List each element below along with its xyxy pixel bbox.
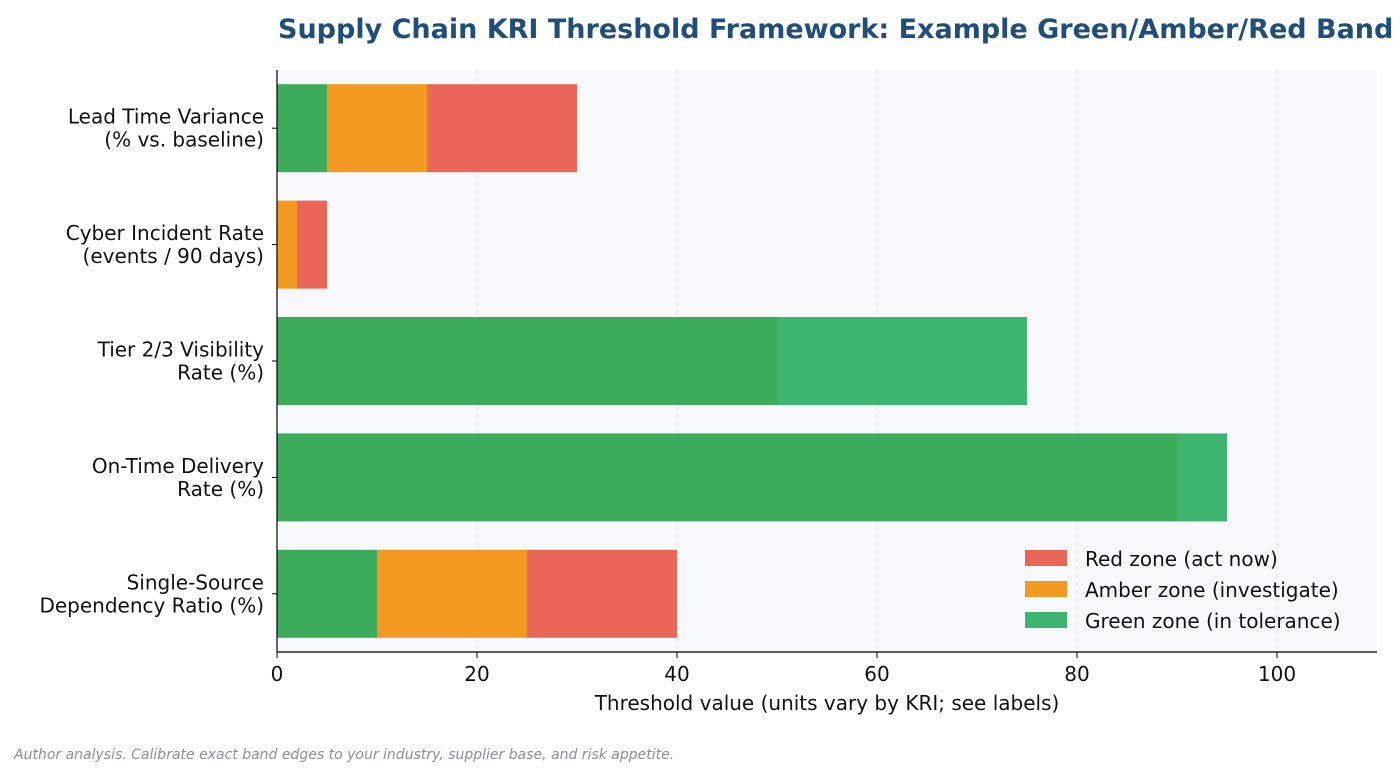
chart-title: Supply Chain KRI Threshold Framework: Ex… — [278, 14, 1394, 45]
y-tick-label: Cyber Incident Rate — [66, 221, 264, 245]
x-tick-label: 20 — [464, 662, 489, 686]
y-tick-label: Lead Time Variance — [68, 105, 264, 129]
legend-label: Green zone (in tolerance) — [1085, 609, 1341, 633]
x-tick-label: 80 — [1064, 662, 1089, 686]
x-tick-label: 60 — [864, 662, 889, 686]
x-tick-label: 40 — [664, 662, 689, 686]
bar-segment — [277, 549, 377, 638]
bar-segment — [527, 549, 677, 638]
legend-swatch — [1025, 612, 1067, 628]
x-axis-label: Threshold value (units vary by KRI; see … — [594, 691, 1060, 715]
legend-label: Red zone (act now) — [1085, 547, 1278, 571]
bar-segment — [777, 317, 1027, 405]
legend-swatch — [1025, 550, 1067, 566]
y-tick-label: (events / 90 days) — [83, 244, 264, 268]
y-tick-label: Rate (%) — [177, 477, 264, 501]
bar-segment — [277, 433, 1177, 522]
y-tick-label: Dependency Ratio (%) — [39, 593, 264, 617]
y-tick-label: Tier 2/3 Visibility — [97, 338, 265, 362]
bar-segment — [1177, 433, 1227, 522]
y-tick-label: On-Time Delivery — [92, 454, 264, 478]
bar-segment — [277, 317, 777, 405]
legend-swatch — [1025, 581, 1067, 597]
bar-segment — [277, 200, 297, 289]
bar-segment — [327, 84, 427, 173]
footnote: Author analysis. Calibrate exact band ed… — [14, 747, 675, 763]
y-tick-label: (% vs. baseline) — [104, 128, 264, 152]
legend-label: Amber zone (investigate) — [1085, 578, 1339, 602]
y-tick-label: Rate (%) — [177, 361, 264, 385]
bar-segment — [297, 200, 327, 289]
y-tick-label: Single-Source — [127, 570, 264, 594]
x-tick-label: 0 — [271, 662, 284, 686]
bar-segment — [277, 84, 327, 173]
x-tick-label: 100 — [1258, 662, 1296, 686]
bar-segment — [427, 84, 577, 173]
bar-segment — [377, 549, 527, 638]
